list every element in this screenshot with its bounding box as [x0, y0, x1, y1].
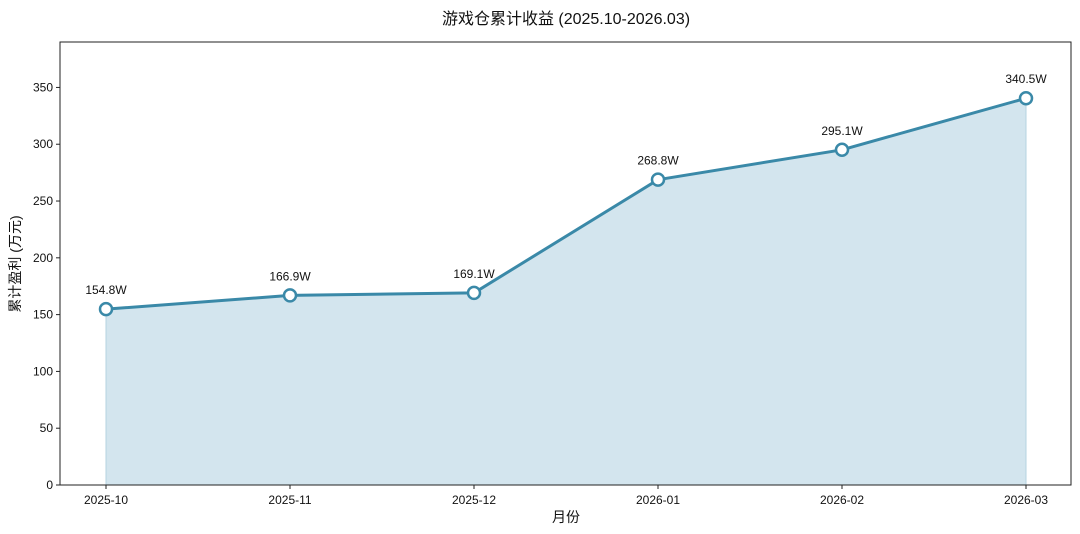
data-label: 166.9W: [269, 269, 311, 283]
y-tick-label: 200: [33, 251, 53, 265]
data-label: 295.1W: [821, 124, 863, 138]
chart-title: 游戏仓累计收益 (2025.10-2026.03): [442, 10, 690, 28]
x-axis-label: 月份: [552, 509, 580, 525]
data-label: 340.5W: [1005, 72, 1047, 86]
y-tick-label: 100: [33, 364, 53, 378]
series-line: [104, 96, 1028, 311]
x-tick-label: 2025-10: [84, 493, 128, 507]
x-tick-label: 2025-11: [268, 493, 311, 507]
y-tick-label: 50: [40, 421, 54, 435]
area-fill: [106, 98, 1026, 485]
data-point: [466, 285, 482, 301]
data-point: [98, 301, 114, 317]
x-tick-label: 2025-12: [452, 493, 496, 507]
data-point: [650, 172, 666, 187]
y-axis-label: 累计盈利 (万元): [7, 215, 23, 312]
data-point: [282, 288, 298, 303]
y-tick-label: 0: [46, 478, 53, 492]
y-tick-label: 350: [33, 80, 53, 94]
data-label: 268.8W: [637, 154, 679, 168]
x-tick-label: 2026-02: [820, 493, 864, 507]
plot-frame: [59, 41, 1072, 486]
data-point: [1018, 90, 1034, 106]
x-tick-label: 2026-03: [1004, 493, 1048, 507]
data-point: [834, 142, 850, 158]
y-tick-label: 250: [33, 194, 53, 208]
y-tick-label: 300: [33, 137, 53, 151]
data-label: 169.1W: [453, 267, 495, 281]
data-label: 154.8W: [85, 283, 127, 297]
y-tick-label: 150: [33, 308, 53, 322]
x-tick-label: 2026-01: [636, 493, 680, 507]
